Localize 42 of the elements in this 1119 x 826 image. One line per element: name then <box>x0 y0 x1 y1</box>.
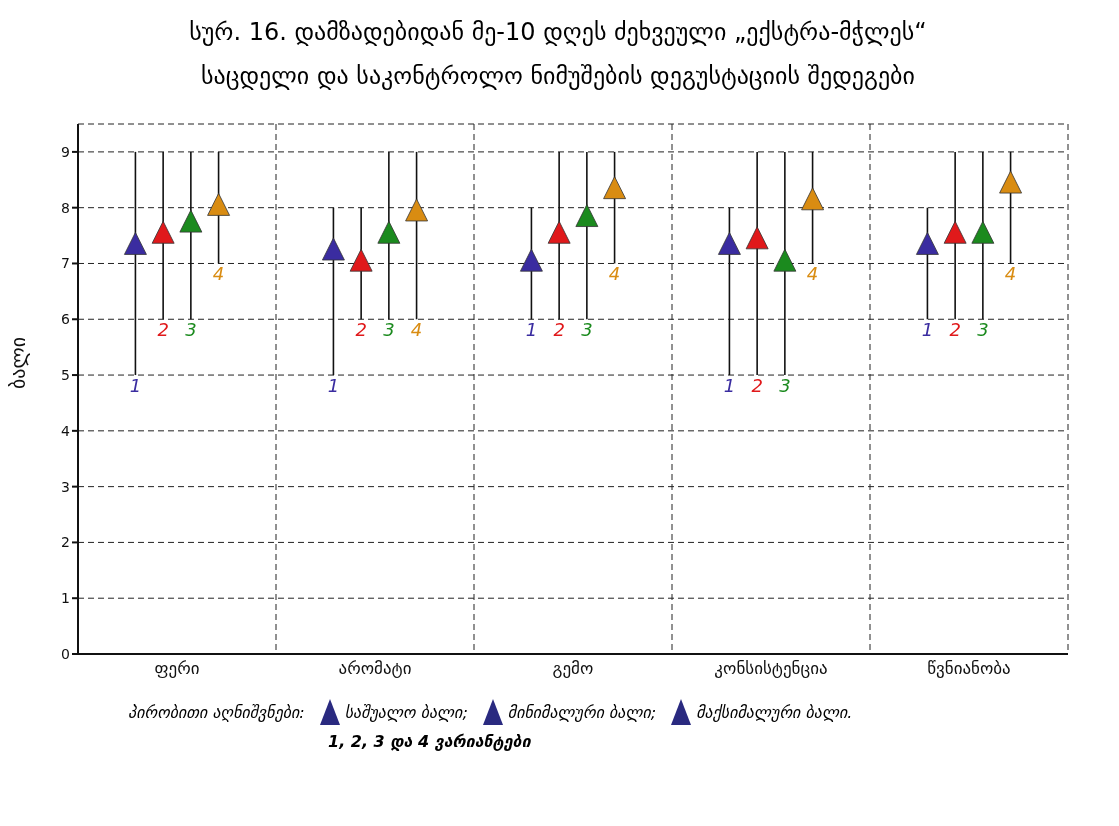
text: 4 <box>608 263 621 285</box>
y-tick-label: 6 <box>61 311 71 328</box>
x-tick-label: გემო <box>552 658 594 679</box>
x-tick-label: კონსისტენცია <box>714 658 828 679</box>
text: 3 <box>383 319 395 341</box>
text: 1 <box>525 319 538 341</box>
text: 2 <box>949 319 961 341</box>
text: საშუალო ბალი; <box>344 702 468 722</box>
text: 2 <box>553 319 565 341</box>
text: 4 <box>806 263 819 285</box>
y-tick-label: 3 <box>61 478 70 495</box>
y-tick-label: 0 <box>61 645 70 662</box>
text: 4 <box>410 319 423 341</box>
text: 1, 2, 3 და 4 ვარიანტები <box>328 732 532 751</box>
text: 4 <box>1004 263 1017 285</box>
text: 3 <box>779 375 791 397</box>
text: 1 <box>129 375 142 397</box>
text: 2 <box>157 319 169 341</box>
text: 1 <box>723 375 736 397</box>
x-tick-label: არომატი <box>338 658 412 679</box>
y-tick-label: 5 <box>61 367 70 384</box>
text: 2 <box>355 319 367 341</box>
chart-title: სურ. 16. დამზადებიდან მე-10 დღეს ძეხვეული „ექსტრა-მჭლეს“ საცდელი და საკონტროლო ნიმუშების დეგუსტაციის შედეგები <box>188 17 928 92</box>
y-tick-label: 7 <box>61 255 70 272</box>
text: 3 <box>581 319 593 341</box>
text: 4 <box>212 263 225 285</box>
y-axis-title: ბალი <box>6 336 31 389</box>
y-tick-label: 9 <box>61 143 70 160</box>
x-tick-label: ფერი <box>154 658 200 679</box>
y-tick-label: 1 <box>61 590 70 607</box>
x-tick-label: წვნიანობა <box>927 658 1011 679</box>
text: 1 <box>921 319 934 341</box>
text: 3 <box>977 319 989 341</box>
text: მაქსიმალური ბალი. <box>696 702 853 722</box>
text: 1 <box>327 375 340 397</box>
y-tick-label: 4 <box>61 422 71 439</box>
text: 3 <box>185 319 197 341</box>
text: მინიმალური ბალი; <box>507 702 657 722</box>
text: 2 <box>751 375 763 397</box>
y-tick-label: 8 <box>61 199 70 216</box>
text: პირობითი აღნიშვნები: <box>128 702 305 722</box>
y-tick-label: 2 <box>61 534 70 551</box>
